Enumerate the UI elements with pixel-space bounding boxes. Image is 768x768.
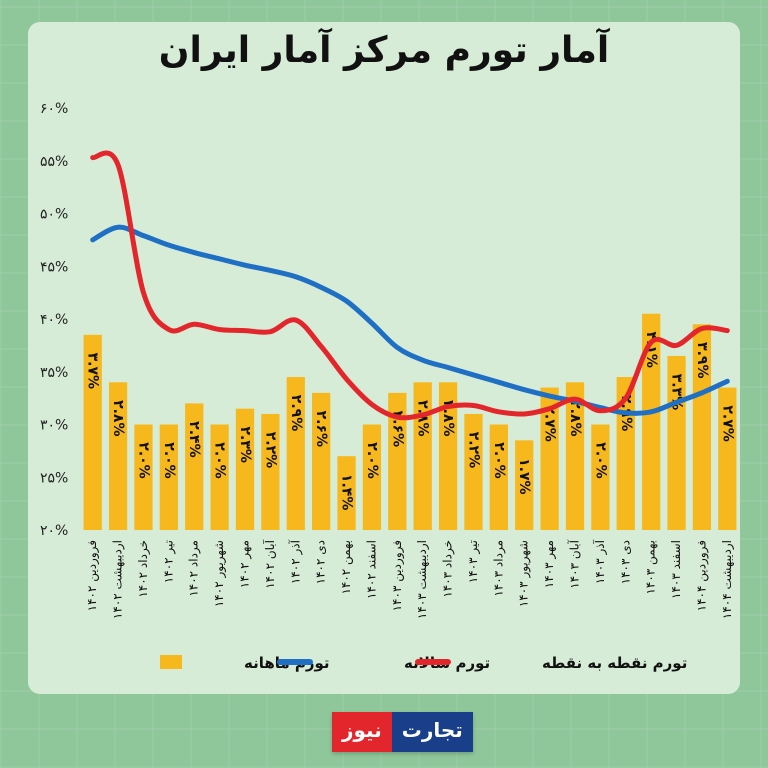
- x-tick-label: خرداد ۱۴۰۳: [441, 540, 456, 598]
- x-tick-label: دی ۱۴۰۳: [618, 540, 632, 584]
- x-tick-label: آبان ۱۴۰۳: [567, 539, 582, 588]
- bar-value-label: ۳.۷%: [85, 353, 101, 389]
- bar: [591, 424, 610, 530]
- bar: [261, 413, 280, 530]
- x-tick-label: شهریور ۱۴۰۳: [517, 540, 532, 607]
- x-tick-label: تیر ۱۴۰۲: [161, 540, 176, 583]
- x-tick-label: آذر ۱۴۰۲: [287, 539, 303, 584]
- bar: [692, 324, 712, 530]
- bar: [515, 440, 534, 530]
- bar: [108, 382, 128, 530]
- x-tick-label: شهریور ۱۴۰۲: [212, 540, 227, 607]
- bar-value-label: ۲.۲%: [262, 432, 278, 468]
- bar: [718, 387, 737, 530]
- bar-value-label: ۲.۰%: [161, 442, 177, 478]
- x-tick-label: بهمن ۱۴۰۲: [339, 540, 354, 595]
- bar: [337, 456, 356, 530]
- bar: [210, 424, 229, 530]
- y-tick-label: ۳۵%: [40, 365, 68, 381]
- bar-value-label: ۱.۴%: [339, 474, 355, 510]
- brand-part-1: تجارت: [391, 712, 473, 752]
- bar: [286, 377, 305, 530]
- bar: [185, 403, 204, 530]
- bar: [159, 424, 178, 530]
- bar-value-label: ۲.۲%: [465, 432, 481, 468]
- x-tick-label: مهر ۱۴۰۳: [542, 540, 557, 588]
- bar-value-label: ۲.۰%: [212, 442, 228, 478]
- x-tick-label: خرداد ۱۴۰۲: [136, 540, 151, 598]
- x-tick-label: آبان ۱۴۰۲: [262, 539, 277, 588]
- bar: [83, 334, 102, 530]
- bar: [362, 424, 382, 530]
- bar-value-label: ۲.۶%: [313, 411, 329, 447]
- y-tick-label: ۴۵%: [40, 259, 68, 275]
- bar-value-label: ۲.۴%: [186, 421, 202, 457]
- bar-value-label: ۲.۷%: [719, 405, 735, 441]
- bar: [540, 387, 559, 530]
- bar-value-label: ۲.۸%: [110, 400, 126, 436]
- bar-value-label: ۲.۰%: [491, 442, 507, 478]
- bar-value-label: ۲.۸%: [415, 400, 431, 436]
- y-tick-label: ۲۵%: [40, 470, 68, 486]
- x-tick-label: اردیبهشت ۱۴۰۳: [415, 540, 430, 619]
- x-tick-label: مرداد ۱۴۰۲: [187, 540, 202, 597]
- bar-value-label: ۲.۳%: [237, 426, 253, 462]
- x-tick-label: مهر ۱۴۰۲: [238, 540, 253, 588]
- y-tick-label: ۲۰%: [40, 523, 68, 539]
- x-tick-label: فروردین ۱۴۰۳: [390, 540, 405, 611]
- x-tick-label: آذر ۱۴۰۳: [592, 539, 608, 584]
- x-tick-label: اردیبهشت ۱۴۰۴: [720, 540, 735, 619]
- y-tick-label: ۵۵%: [40, 154, 68, 170]
- bar-value-label: ۲.۷%: [542, 405, 558, 441]
- bar: [489, 424, 508, 530]
- point-to-point-inflation-line: [90, 150, 730, 421]
- bar-value-label: ۲.۹%: [288, 395, 304, 431]
- y-tick-label: ۴۰%: [40, 312, 68, 328]
- bar-value-label: ۲.۰%: [135, 442, 151, 478]
- bar: [642, 313, 661, 530]
- bar-value-label: ۲.۸%: [567, 400, 583, 436]
- legend-swatch-bar: [160, 655, 182, 669]
- x-tick-label: دی ۱۴۰۲: [314, 540, 328, 584]
- bar: [438, 382, 458, 530]
- bar: [413, 382, 432, 530]
- bar-value-label: ۱.۷%: [516, 458, 532, 494]
- y-tick-label: ۵۰%: [40, 207, 68, 223]
- page-title: آمار تورم مرکز آمار ایران: [158, 30, 610, 71]
- y-tick-label: ۶۰%: [40, 101, 68, 117]
- x-tick-label: مرداد ۱۴۰۳: [491, 540, 506, 597]
- bar: [134, 424, 153, 530]
- bar: [312, 392, 331, 530]
- bar: [464, 413, 483, 530]
- x-tick-label: فروردین ۱۴۰۲: [85, 540, 100, 611]
- x-tick-label: فروردین ۱۴۰۴: [694, 540, 709, 611]
- bar-value-label: ۳.۹%: [694, 342, 710, 378]
- bar: [235, 408, 255, 530]
- brand-part-2: نیوز: [332, 712, 392, 752]
- annual-inflation-line: [90, 224, 730, 416]
- x-tick-label: تیر ۱۴۰۳: [466, 540, 481, 583]
- bar: [565, 382, 585, 530]
- x-tick-label: اردیبهشت ۱۴۰۲: [111, 540, 126, 619]
- x-tick-label: اسفند ۱۴۰۲: [364, 540, 378, 599]
- bar-value-label: ۲.۰%: [364, 442, 380, 478]
- x-tick-label: بهمن ۱۴۰۳: [644, 540, 659, 595]
- y-tick-label: ۳۰%: [40, 418, 68, 434]
- brand-logo: تجارت نیوز: [332, 712, 473, 752]
- bar-value-label: ۲.۰%: [592, 442, 608, 478]
- x-tick-label: اسفند ۱۴۰۳: [669, 540, 683, 599]
- bar: [388, 392, 407, 530]
- legend-label: تورم نقطه به نقطه: [542, 654, 687, 672]
- chart-card: [28, 22, 740, 694]
